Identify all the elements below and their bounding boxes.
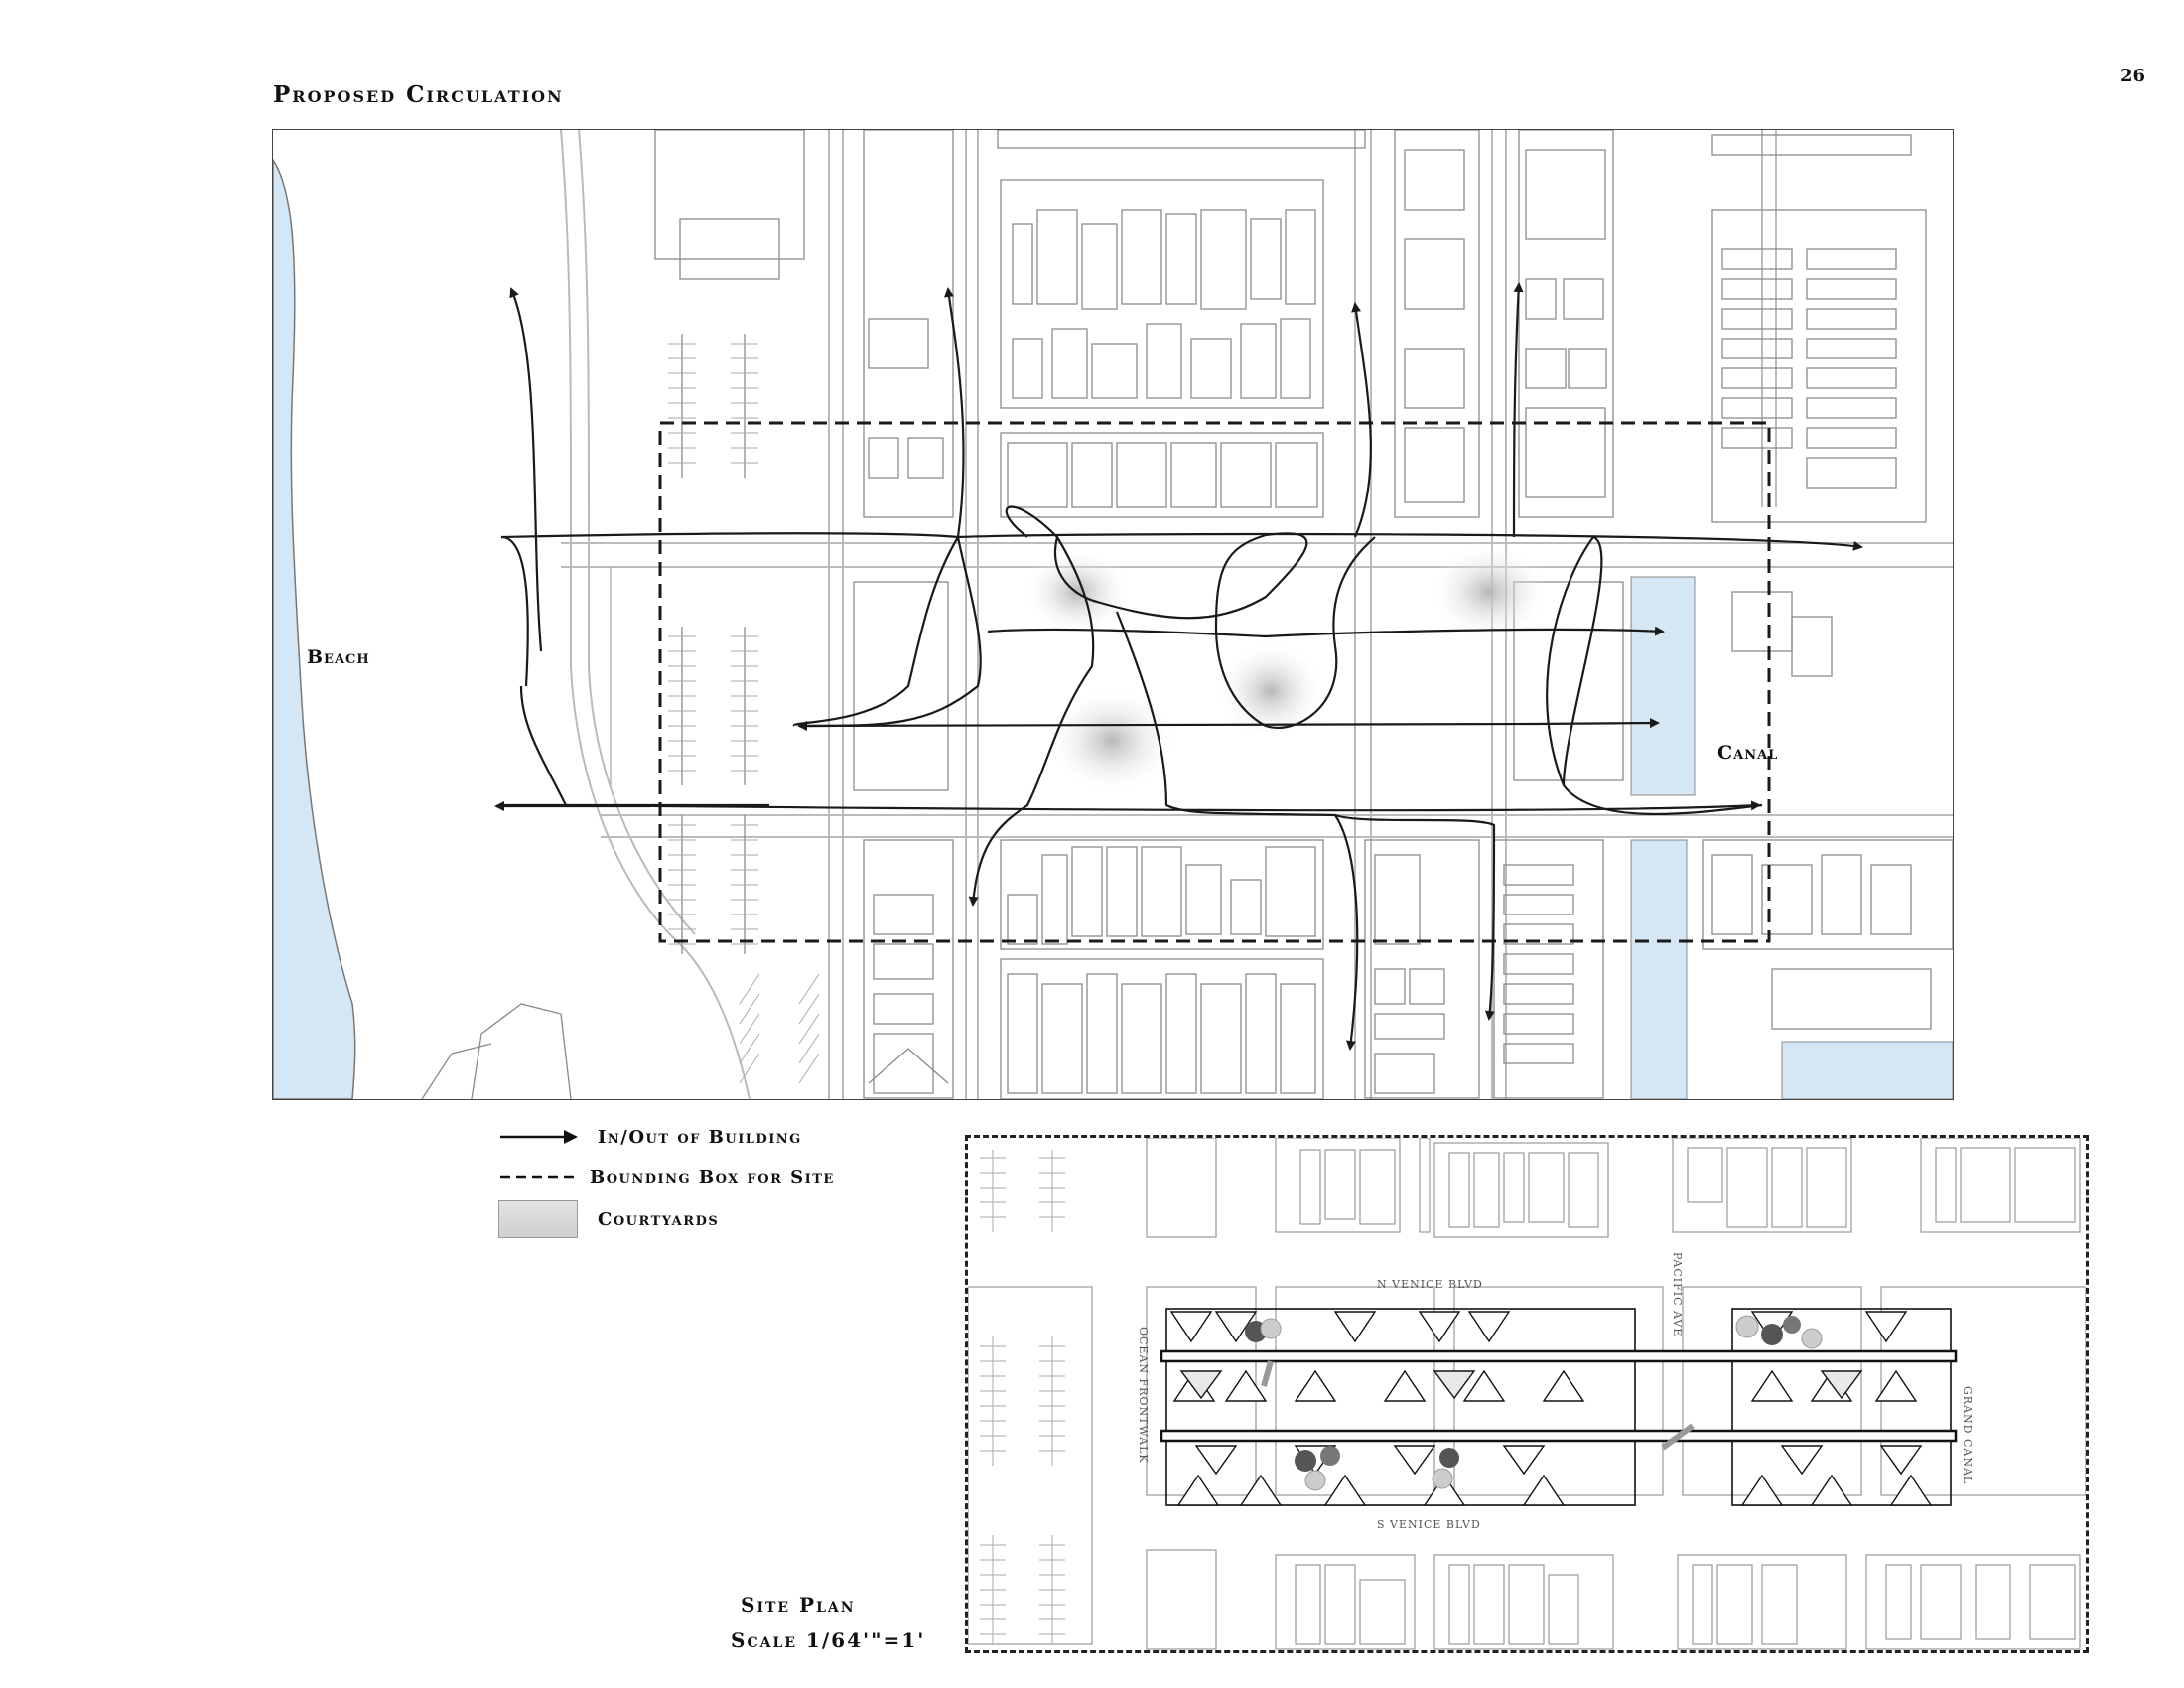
- page-number: 26: [2120, 66, 2146, 86]
- site-bounding-box: [658, 421, 1771, 943]
- triangular-units: [1169, 1311, 1933, 1506]
- building-footprints: [421, 130, 1953, 1099]
- site-parking: [980, 1150, 1065, 1644]
- connector-bridges: [1261, 1360, 1695, 1451]
- circulation-map: Beach Canal: [272, 129, 1954, 1100]
- canal-label: Canal: [1717, 742, 1779, 764]
- legend-item-arrow: In/Out of Building: [498, 1117, 802, 1157]
- beach-label: Beach: [307, 646, 370, 668]
- legend-item-courtyards: Courtyards: [498, 1199, 719, 1239]
- legend-label-bounding-box: Bounding Box for Site: [590, 1166, 835, 1188]
- circulation-paths: [494, 282, 1863, 1051]
- site-trees: [1245, 1315, 1823, 1491]
- map-drawing: [273, 130, 1953, 1099]
- site-plan-title: Site Plan: [741, 1593, 856, 1617]
- legend-label-arrow: In/Out of Building: [598, 1126, 802, 1148]
- parking-lots: [610, 334, 746, 954]
- site-context-blocks: [968, 1138, 2086, 1650]
- proposed-building: [1160, 1308, 1958, 1506]
- street-label-middle: Pacific Ave: [1671, 1252, 1684, 1337]
- page-title: Proposed Circulation: [273, 81, 564, 108]
- street-label-east: Grand Canal: [1961, 1386, 1974, 1485]
- canal-water-lower: [1630, 839, 1688, 1099]
- legend-item-bounding-box: Bounding Box for Site: [498, 1157, 835, 1196]
- arrow-icon: [500, 1130, 578, 1144]
- dashed-line-icon: [500, 1175, 580, 1179]
- ramp-hatching: [739, 973, 820, 1084]
- parking-stalls: [668, 343, 758, 945]
- beach-water: [273, 158, 356, 1099]
- site-plan: N Venice Blvd S Venice Blvd Ocean Frontw…: [965, 1135, 2089, 1653]
- canal-basin: [1781, 1041, 1953, 1099]
- streets: [560, 130, 1953, 1099]
- site-plan-drawing: [968, 1138, 2086, 1650]
- gray-swatch-icon: [498, 1200, 578, 1238]
- legend-label-courtyards: Courtyards: [598, 1208, 720, 1230]
- canal-water-upper: [1630, 576, 1696, 796]
- street-label-west: Ocean Frontwalk: [1137, 1327, 1150, 1464]
- site-plan-scale: Scale 1/64'"=1': [731, 1628, 926, 1652]
- street-label-north: N Venice Blvd: [1377, 1278, 1483, 1291]
- courtyards: [1023, 542, 1549, 795]
- street-label-south: S Venice Blvd: [1377, 1518, 1481, 1531]
